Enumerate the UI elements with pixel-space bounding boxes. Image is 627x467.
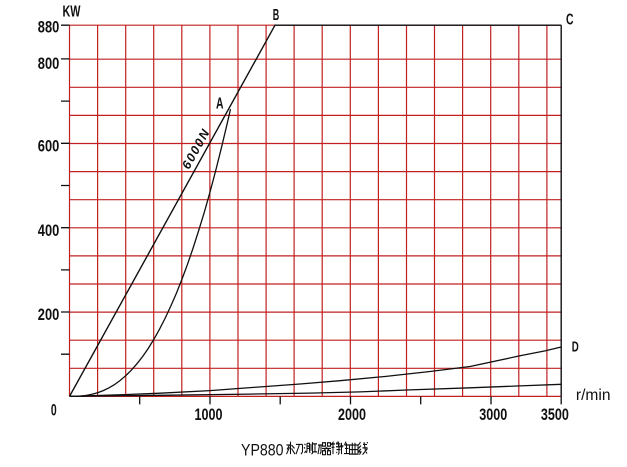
svg-text:KW: KW xyxy=(63,4,82,21)
svg-text:C: C xyxy=(566,11,574,28)
svg-text:2000: 2000 xyxy=(338,406,366,424)
svg-text:1000: 1000 xyxy=(195,406,223,424)
svg-text:880: 880 xyxy=(38,18,60,36)
svg-text:D: D xyxy=(572,339,579,356)
svg-text:800: 800 xyxy=(38,55,60,73)
svg-text:0: 0 xyxy=(51,401,57,419)
svg-text:400: 400 xyxy=(38,222,60,240)
svg-text:YP880: YP880 xyxy=(241,440,284,459)
svg-text:3500: 3500 xyxy=(541,406,569,424)
svg-text:200: 200 xyxy=(38,306,60,324)
svg-text:3000: 3000 xyxy=(479,406,507,424)
svg-text:B: B xyxy=(273,7,280,24)
svg-text:r/min: r/min xyxy=(576,387,611,404)
svg-text:600: 600 xyxy=(38,138,60,156)
svg-text:A: A xyxy=(216,95,224,112)
